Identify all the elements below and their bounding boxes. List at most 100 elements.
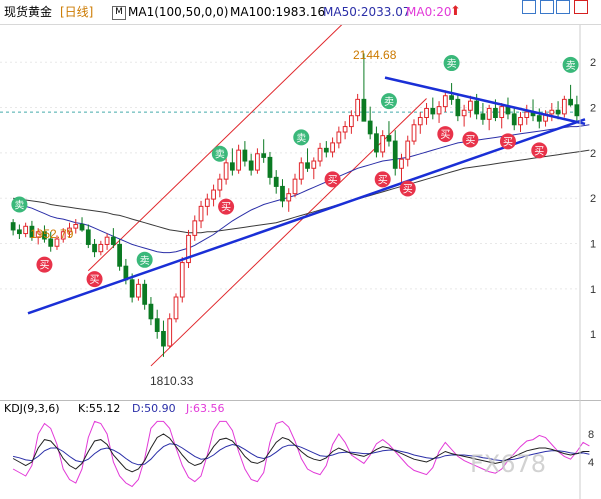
candle-body xyxy=(455,98,461,117)
sell-signal xyxy=(211,145,228,162)
y-tick-label: 2 xyxy=(590,57,596,69)
ma-indicator-icon[interactable]: M xyxy=(112,6,126,20)
buy-signal-label: 买 xyxy=(503,136,513,148)
price-chart[interactable]: 卖卖卖卖卖卖 卖买买买买 买买买买买买 2144.68 1810.33 1952.7… xyxy=(0,25,601,400)
sell-signal xyxy=(443,55,460,72)
y-tick-label: 1 xyxy=(590,329,596,341)
candle-body xyxy=(48,238,54,247)
zoom-icon[interactable] xyxy=(556,0,570,14)
candle-body xyxy=(342,126,348,133)
candle-body xyxy=(92,243,97,253)
candle-body xyxy=(361,98,367,122)
ma50-line xyxy=(12,124,590,254)
candle-body xyxy=(167,318,173,347)
candle-body xyxy=(336,131,342,144)
candle-body xyxy=(192,220,198,236)
candle-body xyxy=(568,98,573,106)
layout-icon[interactable] xyxy=(540,0,554,14)
sell-signal xyxy=(11,196,28,213)
sell-signal-label: 卖 xyxy=(447,58,457,70)
sell-signal-label: 卖 xyxy=(14,199,24,211)
candle-body xyxy=(42,231,47,240)
candle-body xyxy=(217,178,223,191)
kdj-chart[interactable]: FX678 84 xyxy=(0,400,601,499)
buy-signal xyxy=(374,171,391,188)
candle-body xyxy=(355,98,361,117)
candle-body xyxy=(524,111,530,119)
candle-body xyxy=(499,106,505,119)
candle-body xyxy=(242,149,248,162)
kdj-d-value: D:50.90 xyxy=(132,402,176,415)
candle-body xyxy=(505,106,511,115)
buy-signal xyxy=(499,133,516,150)
candle-body xyxy=(154,318,160,332)
sell-signal xyxy=(293,129,310,146)
ma-settings-label[interactable]: MA1(100,50,0,0) xyxy=(128,5,229,19)
candle-body xyxy=(311,160,317,169)
crosshair-icon[interactable] xyxy=(522,0,536,14)
candle-body xyxy=(23,225,29,235)
sell-signal-label: 卖 xyxy=(140,255,150,267)
buy-signal xyxy=(218,198,235,215)
candle-body xyxy=(79,223,85,231)
candle-body xyxy=(255,153,260,171)
candle-body xyxy=(117,243,122,267)
left-level-annotation: 1952.79 xyxy=(30,227,74,241)
candle-body xyxy=(211,189,216,200)
candle-body xyxy=(292,178,298,195)
kdj-tick-label: 8 xyxy=(588,429,594,441)
symbol-name[interactable]: 现货黄金 xyxy=(4,5,53,19)
rising-trendline xyxy=(27,118,586,315)
candle-body xyxy=(267,156,273,178)
candle-body xyxy=(280,185,285,202)
candle-body xyxy=(104,236,110,245)
candle-body xyxy=(17,229,22,235)
candle-body xyxy=(67,227,72,233)
candle-body xyxy=(518,117,523,126)
buy-signal xyxy=(324,171,341,188)
candle-body xyxy=(204,198,210,207)
candle-body xyxy=(35,231,41,238)
candle-body xyxy=(198,205,204,222)
candle-body xyxy=(399,158,404,169)
buy-signal xyxy=(437,126,454,143)
candle-body xyxy=(436,106,442,115)
y-tick-label: 2 xyxy=(590,103,596,115)
candle-body xyxy=(323,147,329,153)
buy-signal-label: 买 xyxy=(403,183,413,195)
period-label[interactable]: [日线] xyxy=(60,5,94,19)
candle-body xyxy=(411,124,417,142)
low-annotation: 1810.33 xyxy=(150,374,194,388)
channel-upper-line xyxy=(87,25,343,272)
exit-icon[interactable] xyxy=(574,0,588,14)
candle-body xyxy=(374,133,379,153)
candle-body xyxy=(386,135,392,142)
candle-body xyxy=(536,115,542,122)
y-tick-label: 2 xyxy=(590,193,596,205)
candle-body xyxy=(330,142,335,153)
candle-body xyxy=(142,283,148,305)
candle-body xyxy=(173,296,179,320)
y-tick-label: 1 xyxy=(590,284,596,296)
candle-body xyxy=(85,229,91,245)
candle-body xyxy=(148,303,154,320)
up-arrow-icon[interactable]: ⬆ xyxy=(450,4,461,19)
candle-body xyxy=(480,113,486,120)
kdj-y-axis: 84 xyxy=(579,400,594,499)
kdj-k-value: K:55.12 xyxy=(78,402,121,415)
y-axis: 2 2 2 2 1 1 1 xyxy=(579,25,596,400)
moving-averages xyxy=(12,124,590,254)
buy-signal xyxy=(462,131,479,148)
buy-signal-label: 买 xyxy=(440,129,450,141)
candle-body xyxy=(574,104,580,117)
buy-signal-label: 买 xyxy=(534,145,544,157)
candle-body xyxy=(486,107,492,120)
candle-body xyxy=(461,109,467,117)
candle-body xyxy=(273,176,279,187)
candle-body xyxy=(10,222,16,231)
kdj-j-line xyxy=(12,420,590,488)
candle-body xyxy=(474,100,480,115)
ma100-line xyxy=(13,149,590,234)
kdj-lines xyxy=(12,420,590,488)
candle-body xyxy=(417,117,423,126)
